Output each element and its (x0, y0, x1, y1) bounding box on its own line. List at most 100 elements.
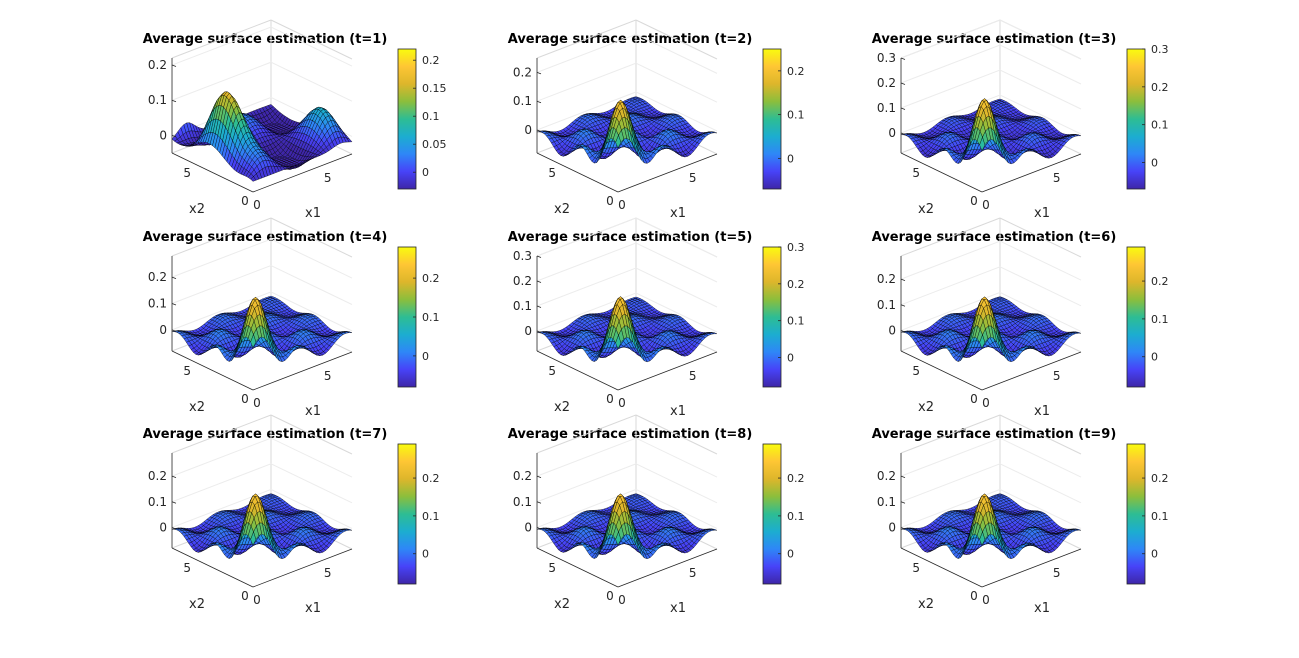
z-tick-mark (900, 107, 906, 110)
colorbar-tick-label: 0.3 (1151, 43, 1169, 56)
z-grid-line (171, 26, 353, 67)
z-grid-line (536, 242, 718, 283)
surface-mesh (900, 98, 1082, 165)
surface-face (615, 134, 622, 149)
box-top-line (270, 19, 353, 60)
x1-tick-label: 0 (982, 198, 990, 212)
colorbar (762, 48, 782, 190)
z-tick-label: 0.1 (148, 93, 167, 107)
z-tick-mark (171, 303, 177, 306)
z-tick-mark (900, 132, 906, 135)
x2-axis-line (900, 152, 983, 193)
z-tick-label: 0 (524, 123, 532, 137)
x2-tick-label: 5 (183, 166, 191, 180)
box-top-line (635, 19, 718, 60)
chart-title: Average surface estimation (t=2) (508, 32, 753, 47)
colorbar-tick-label: 0.2 (422, 272, 440, 285)
z-tick-label: 0.2 (148, 58, 167, 72)
x1-axis-label: x1 (305, 206, 321, 221)
z-grid-line (171, 291, 353, 332)
z-tick-label: 0.1 (148, 297, 167, 311)
surface-mesh (171, 91, 353, 182)
surface-plot: Average surface estimation (t=4) 0 0.1 0.2 0… (143, 217, 440, 419)
colorbar-tick-label: 0.2 (1151, 81, 1169, 94)
x1-tick-label: 0 (253, 396, 261, 410)
colorbar-tick-label: 0.1 (1151, 119, 1169, 132)
x2-tick-label: 0 (970, 194, 978, 208)
x1-axis-line (252, 351, 353, 391)
z-grid-line (171, 238, 353, 279)
x2-axis-line (171, 350, 254, 391)
z-grid-line (171, 264, 353, 305)
x2-axis-label: x2 (554, 202, 570, 217)
x1-axis-label: x1 (305, 404, 321, 419)
x1-tick-label: 5 (1053, 171, 1061, 185)
x1-tick-label: 5 (324, 171, 332, 185)
x2-axis-label: x2 (189, 400, 205, 415)
z-tick-mark (536, 72, 542, 75)
surface-face (979, 136, 986, 152)
x2-axis-label: x2 (189, 202, 205, 217)
x1-axis-line (617, 153, 718, 193)
z-tick-label: 0.3 (877, 51, 896, 65)
surface-mesh (536, 296, 718, 363)
surface-mesh (536, 96, 718, 164)
surface-chart-4: Average surface estimation (t=4) 0 0.1 0.2 0… (140, 217, 500, 426)
surface-face (250, 176, 257, 182)
box-top-line (171, 19, 272, 59)
colorbar-tick-label: 0 (422, 166, 429, 179)
box-top-line (270, 217, 353, 258)
x1-axis-line (252, 153, 353, 193)
x1-tick-label: 5 (689, 171, 697, 185)
z-grid-line (536, 267, 718, 308)
z-grid-line (900, 94, 1082, 135)
box-top-line (171, 217, 272, 257)
z-tick-label: 0 (159, 128, 167, 142)
colorbar (1126, 48, 1146, 190)
colorbar-tick-label: 0 (422, 350, 429, 363)
z-grid-line (900, 44, 1082, 85)
chart-title: Average surface estimation (t=5) (508, 230, 753, 245)
z-tick-mark (171, 99, 177, 103)
z-tick-mark (171, 64, 177, 67)
z-grid-line (536, 62, 718, 103)
x1-tick-label: 0 (253, 198, 261, 212)
chart-title: Average surface estimation (t=4) (143, 230, 388, 245)
z-tick-mark (171, 276, 177, 279)
surface-chart-3: Average surface estimation (t=3) 0 0.1 0.2 0… (869, 19, 1229, 228)
surface-plot: Average surface estimation (t=3)00.10.20… (872, 19, 1169, 221)
x2-axis-line (171, 152, 254, 193)
x2-tick-label: 5 (548, 166, 556, 180)
x1-axis-line (981, 153, 1082, 193)
colorbar-tick-label: 0.05 (422, 138, 447, 151)
z-tick-label: 0.1 (877, 101, 896, 115)
z-tick-mark (536, 100, 542, 104)
x1-tick-label: 5 (324, 369, 332, 383)
z-tick-mark (536, 129, 542, 132)
colorbar-tick-label: 0.1 (422, 311, 440, 324)
colorbar (397, 48, 417, 190)
colorbar-tick-label: 0.2 (422, 54, 440, 67)
x2-axis-line (536, 152, 619, 193)
x2-tick-label: 0 (241, 194, 249, 208)
x2-tick-label: 5 (183, 364, 191, 378)
z-tick-mark (171, 329, 177, 332)
surface-plot: Average surface estimation (t=1)00.10.20… (143, 19, 447, 221)
z-tick-mark (900, 82, 906, 85)
x2-tick-label: 5 (912, 166, 920, 180)
surface-mesh (171, 295, 353, 362)
z-grid-line (536, 292, 718, 333)
z-grid-line (171, 61, 353, 102)
z-tick-label: 0.2 (513, 65, 532, 79)
colorbar-tick-label: 0 (1151, 157, 1158, 170)
x2-axis-label: x2 (918, 202, 934, 217)
colorbar-tick-label: 0.1 (787, 109, 805, 122)
z-grid-line (536, 217, 718, 258)
z-grid-line (900, 69, 1082, 110)
z-grid-line (536, 33, 718, 74)
surface-plot: Average surface estimation (t=2) 0 0.1 0.2 0… (508, 19, 805, 221)
box-top-line (536, 19, 637, 59)
x2-tick-label: 0 (606, 194, 614, 208)
z-tick-label: 0.1 (513, 94, 532, 108)
z-tick-label: 0.2 (148, 270, 167, 284)
